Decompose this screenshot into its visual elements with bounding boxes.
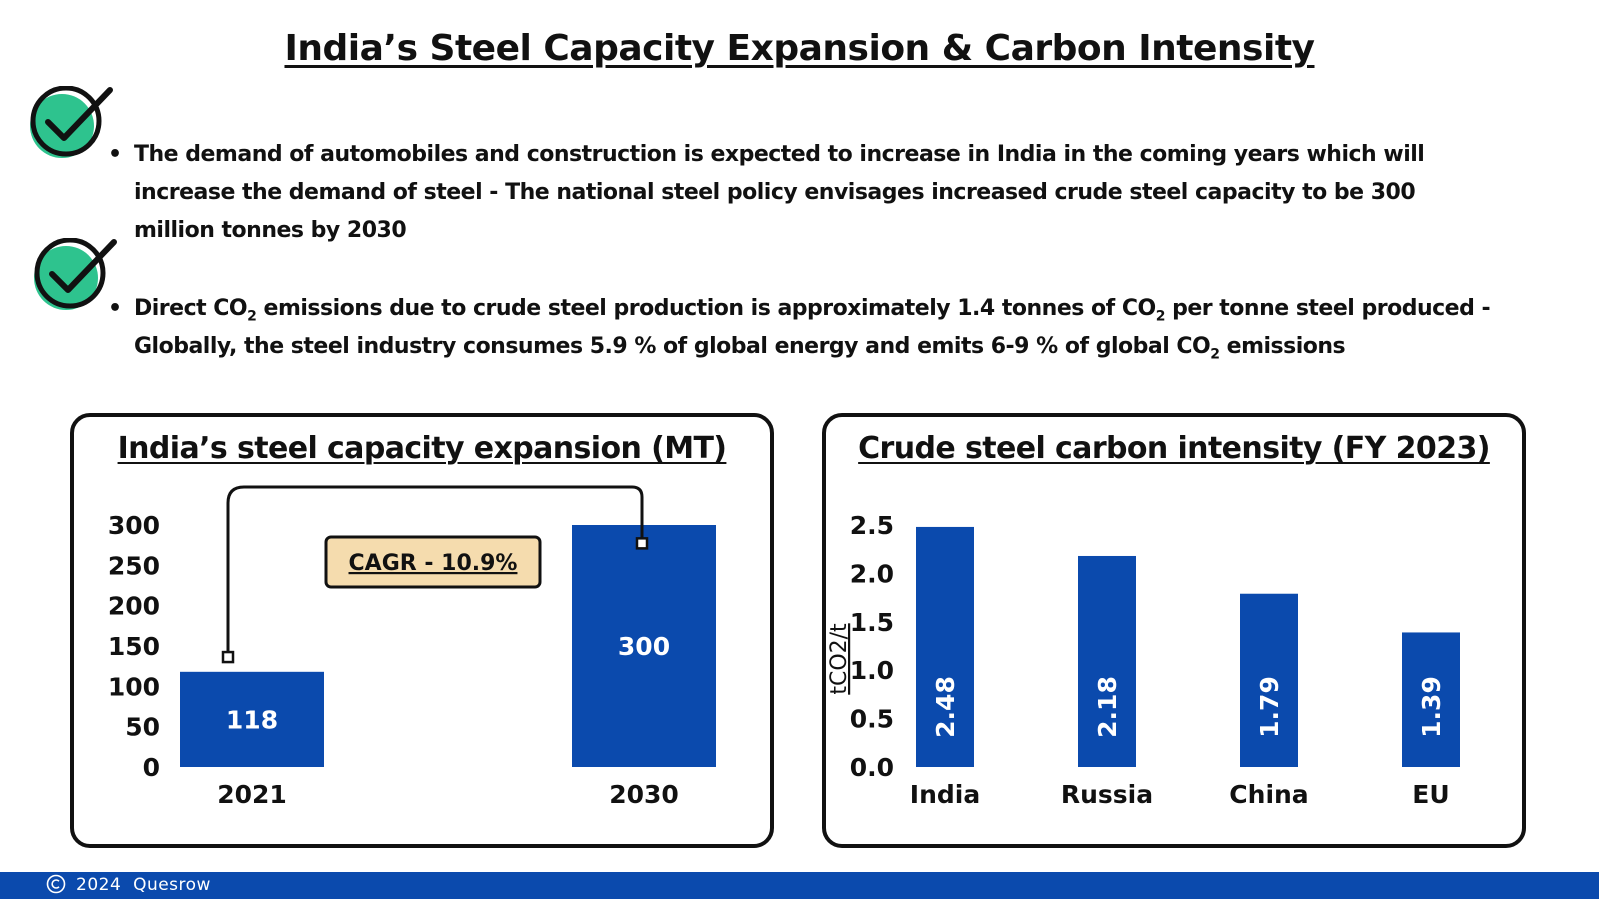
check-circle-icon <box>34 238 117 310</box>
bullet-1-line-2: increase the demand of steel - The natio… <box>134 180 1416 205</box>
y-tick-label: 150 <box>108 632 160 661</box>
y-tick-label: 0.0 <box>850 753 894 782</box>
bullet-marker: • <box>108 142 123 167</box>
copyright-icon <box>46 874 66 894</box>
x-tick-label: Russia <box>1061 780 1153 809</box>
bar <box>1240 593 1298 767</box>
footer-text: 2024 Quesrow <box>76 875 211 895</box>
bullet-2-line-1: Direct CO2 emissions due to crude steel … <box>134 296 1491 325</box>
capacity-chart-panel: India’s steel capacity expansion (MT) 0 5… <box>70 413 774 848</box>
data-label: 2.48 <box>931 676 960 738</box>
page-title: India’s Steel Capacity Expansion & Carbo… <box>284 28 1315 69</box>
y-tick-label: 50 <box>125 713 160 742</box>
data-label: 118 <box>226 705 278 734</box>
y-tick-label: 0.5 <box>850 705 894 734</box>
bullet-1-line-3: million tonnes by 2030 <box>134 218 407 243</box>
cagr-badge <box>324 535 542 589</box>
x-tick-label: 2030 <box>609 780 679 809</box>
y-tick-label: 2.0 <box>850 559 894 588</box>
connector-end-marker <box>221 650 235 664</box>
capacity-chart: 0 50 100 150 200 250 300 118 2021 300 2030 CAGR - 1… <box>108 485 716 809</box>
x-tick-label: India <box>910 780 980 809</box>
data-label: 300 <box>618 632 670 661</box>
carbon-intensity-chart-panel: Crude steel carbon intensity (FY 2023) 0… <box>822 413 1526 848</box>
bar <box>1402 632 1460 767</box>
bullet-marker: • <box>108 296 123 321</box>
footer-copyright: 2024 Quesrow <box>46 872 211 899</box>
footer-bar: 2024 Quesrow <box>0 872 1599 899</box>
bar <box>916 526 974 767</box>
bullet-2-line-2: Globally, the steel industry consumes 5.… <box>134 334 1346 363</box>
data-label: 1.39 <box>1417 676 1446 738</box>
x-tick-label: 2021 <box>217 780 287 809</box>
y-tick-label: 2.5 <box>850 511 894 540</box>
y-tick-label: 0 <box>143 753 160 782</box>
y-axis-label: tCO2/t <box>827 623 852 695</box>
carbon-intensity-chart: 0.0 0.5 1.0 1.5 2.0 2.5 tCO2/t 2.48 India 2.18 Rus… <box>827 511 1460 809</box>
x-tick-label: China <box>1229 780 1308 809</box>
capacity-chart-title: India’s steel capacity expansion (MT) <box>117 431 727 466</box>
x-tick-label: EU <box>1412 780 1449 809</box>
data-label: 2.18 <box>1093 676 1122 738</box>
y-tick-label: 1.5 <box>850 608 894 637</box>
bar <box>572 525 716 767</box>
bullet-1-line-1: The demand of automobiles and constructi… <box>134 142 1425 167</box>
y-tick-label: 100 <box>108 672 160 701</box>
bar <box>1078 555 1136 767</box>
cagr-connector <box>226 485 644 655</box>
y-tick-label: 200 <box>108 592 160 621</box>
y-tick-label: 250 <box>108 551 160 580</box>
carbon-intensity-chart-title: Crude steel carbon intensity (FY 2023) <box>858 431 1490 466</box>
connector-end-marker <box>635 537 649 550</box>
bar <box>180 671 324 767</box>
y-tick-label: 300 <box>108 511 160 540</box>
cagr-label: CAGR - 10.9% <box>349 551 518 576</box>
data-label: 1.79 <box>1255 676 1284 738</box>
check-circle-icon <box>30 86 113 158</box>
y-tick-label: 1.0 <box>850 656 894 685</box>
